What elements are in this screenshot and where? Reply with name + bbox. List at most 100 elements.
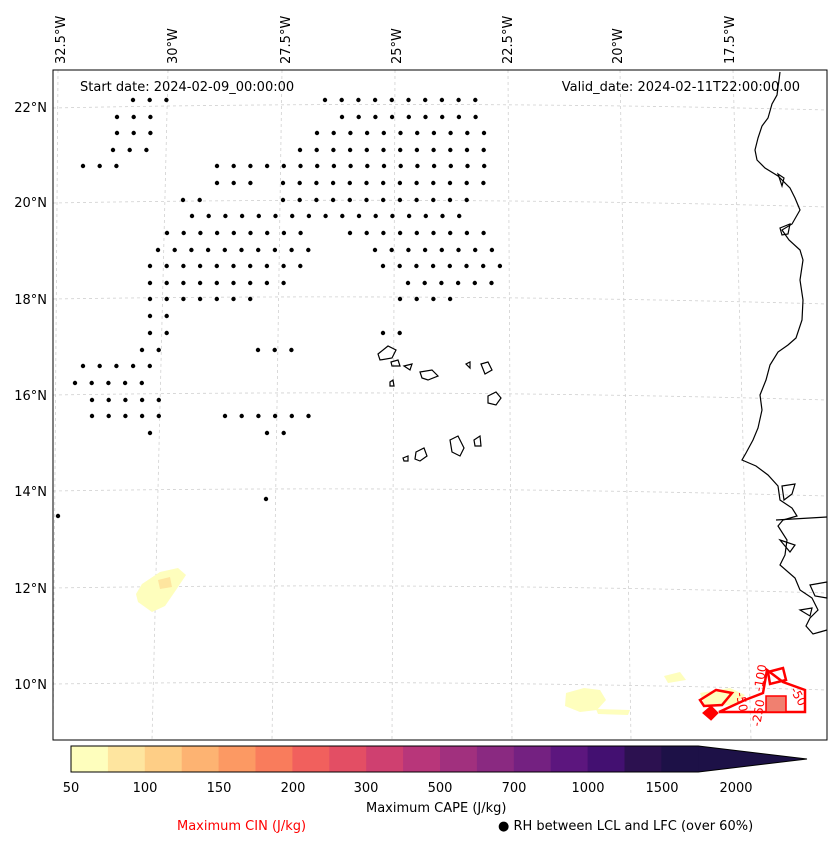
rh-dot <box>497 263 503 269</box>
rh-dot <box>381 130 386 136</box>
rh-dot <box>489 247 495 253</box>
rh-dot <box>197 197 202 203</box>
rh-dot <box>464 197 469 203</box>
rh-dot <box>106 397 111 403</box>
rh-dot <box>248 296 253 302</box>
rh-dot <box>406 247 411 253</box>
rh-dot <box>431 296 436 302</box>
rh-dot <box>455 280 461 286</box>
rh-dot <box>255 347 261 353</box>
rh-dot <box>239 247 244 253</box>
rh-dot <box>164 280 169 286</box>
colorbar-segment <box>292 746 330 772</box>
lat-label: 18°N <box>14 293 47 308</box>
rh-dot <box>180 197 186 203</box>
rh-dot <box>231 263 236 269</box>
rh-dot <box>272 347 277 353</box>
rh-dot <box>306 247 311 253</box>
rh-dot <box>248 230 253 236</box>
rh-dot <box>139 397 145 403</box>
rh-dot <box>231 230 236 236</box>
rh-dots <box>55 97 503 519</box>
rh-dot <box>164 296 169 302</box>
rh-dot <box>147 296 153 302</box>
rh-dot <box>130 97 136 103</box>
rh-dot <box>256 247 261 253</box>
rh-dot <box>323 213 328 219</box>
rh-dot <box>264 280 270 286</box>
rh-dot <box>164 313 169 319</box>
rh-dot <box>206 213 211 219</box>
rh-dot <box>181 280 186 286</box>
rh-dot <box>314 197 319 203</box>
rh-dot <box>147 280 153 286</box>
rh-dot <box>431 130 437 136</box>
graticule <box>52 69 828 741</box>
rh-dot <box>456 114 462 120</box>
rh-dot <box>331 147 336 153</box>
rh-dot <box>422 280 427 286</box>
rh-dot <box>272 247 278 253</box>
rh-dot <box>239 213 245 219</box>
rh-dot <box>264 430 270 436</box>
rh-dot <box>397 296 403 302</box>
rh-dot <box>214 263 219 269</box>
colorbar-segment <box>661 746 699 772</box>
colorbar-tick: 1000 <box>571 781 605 796</box>
rh-dot <box>314 180 319 186</box>
rh-dot <box>164 97 169 103</box>
rh-dot <box>381 230 386 236</box>
cin-contour-labels: -50 -100 -50 -250 <box>733 663 809 727</box>
rh-dot <box>131 130 136 136</box>
valid-date: Valid_date: 2024-02-11T22:00:00.00 <box>562 80 800 95</box>
rh-dot <box>89 380 94 386</box>
lat-label: 14°N <box>14 485 47 500</box>
colorbar-segment <box>255 746 293 772</box>
rh-dot <box>281 430 286 436</box>
colorbar-title: Maximum CAPE (J/kg) <box>366 801 507 816</box>
cape-verde-islands <box>377 345 502 462</box>
rh-dot <box>347 197 352 203</box>
rh-dot <box>356 97 361 103</box>
rh-dot <box>423 114 428 120</box>
rh-dot <box>381 180 386 186</box>
rh-dot <box>473 97 478 103</box>
rh-dot <box>330 197 336 203</box>
rh-dot <box>273 213 278 219</box>
rh-dot <box>422 247 428 253</box>
rh-dot <box>306 213 312 219</box>
rh-dot <box>248 280 253 286</box>
rh-dot <box>447 180 453 186</box>
colorbar-segment <box>144 746 183 772</box>
lat-label: 16°N <box>14 389 47 404</box>
rh-dot <box>473 247 478 253</box>
rh-dot <box>389 114 395 120</box>
rh-dot <box>397 330 402 336</box>
rh-dot <box>414 230 419 236</box>
rh-dot <box>447 296 453 302</box>
cape-core-west <box>158 577 172 589</box>
rh-dot <box>139 413 145 419</box>
coastlines <box>741 71 828 635</box>
rh-dot <box>439 97 445 103</box>
rh-dot <box>481 130 487 136</box>
colorbar-tick: 1500 <box>645 781 679 796</box>
rh-dot <box>365 163 370 169</box>
rh-dot <box>322 97 328 103</box>
rh-dot <box>231 296 236 302</box>
rh-dot <box>197 280 203 286</box>
colorbar-segment <box>218 746 257 772</box>
rh-dot <box>397 230 403 236</box>
colorbar-segment <box>71 746 109 772</box>
rh-dot <box>272 413 278 419</box>
rh-dot <box>414 180 419 186</box>
rh-dot <box>457 213 462 219</box>
lat-label: 10°N <box>14 678 47 693</box>
rh-dot <box>439 280 444 286</box>
rh-dot <box>464 180 469 186</box>
rh-dot <box>447 197 453 203</box>
colorbar-segment <box>181 746 220 772</box>
cin-label-4: -250 <box>749 698 768 727</box>
rh-dot <box>372 97 378 103</box>
rh-dot <box>389 97 394 103</box>
